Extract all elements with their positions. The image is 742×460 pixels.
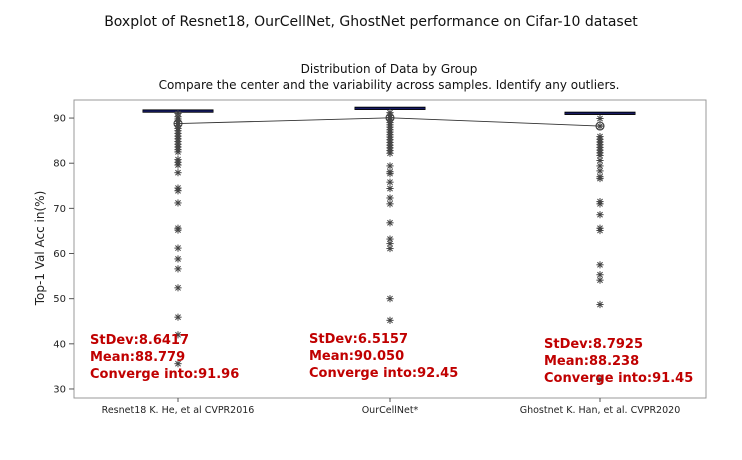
outlier-point: [174, 284, 182, 292]
box-group: [354, 106, 426, 324]
outlier-point: [386, 178, 394, 186]
converge-annotation: Converge into:92.45: [309, 366, 458, 381]
outlier-point: [386, 295, 394, 303]
x-category-label: OurCellNet*: [362, 405, 419, 416]
y-tick-label: 60: [53, 249, 66, 260]
chart-subtitle-instructions: Compare the center and the variability a…: [159, 78, 620, 92]
outlier-point: [174, 244, 182, 252]
outlier-point: [596, 151, 604, 160]
category-labels: Resnet18 K. He, et al CVPR2016 OurCellNet…: [102, 398, 681, 416]
mean-annotation: Mean:90.050: [309, 349, 404, 364]
outlier-point: [386, 149, 394, 157]
outlier-point: [596, 122, 604, 130]
outlier-point: [596, 375, 604, 384]
y-tick-label: 80: [53, 159, 66, 170]
outlier-point: [596, 211, 604, 219]
y-tick-label: 40: [53, 339, 66, 350]
outlier-point: [596, 200, 604, 208]
outlier-point: [174, 169, 182, 177]
converge-annotation: Converge into:91.96: [90, 367, 239, 382]
mean-annotation: Mean:88.238: [544, 354, 639, 369]
stdev-annotation: StDev:8.7925: [544, 337, 643, 352]
outlier-point: [174, 187, 182, 195]
converge-annotation: Converge into:91.45: [544, 371, 693, 386]
outlier-point: [386, 316, 394, 324]
outlier-point: [174, 161, 182, 169]
outlier-point: [174, 199, 182, 207]
outlier-point: [174, 313, 182, 321]
chart-title: Boxplot of Resnet18, OurCellNet, GhostNe…: [104, 14, 638, 30]
y-tick-label: 70: [53, 204, 66, 215]
y-tick-label: 30: [53, 384, 66, 395]
outlier-point: [386, 169, 394, 178]
outlier-point: [174, 331, 182, 339]
statistics-annotations: StDev:8.6417 Mean:88.779 Converge into:91.…: [90, 332, 693, 386]
outlier-point: [386, 244, 394, 253]
x-category-label: Resnet18 K. He, et al CVPR2016: [102, 405, 255, 416]
box-group: [142, 109, 214, 368]
outlier-point: [386, 194, 394, 202]
outlier-point: [596, 156, 604, 165]
outlier-point: [596, 174, 604, 183]
outlier-point: [386, 184, 394, 193]
outlier-point: [174, 360, 182, 368]
y-axis: 30 40 50 60 70 80 90: [53, 114, 74, 395]
outlier-point: [596, 226, 604, 235]
outlier-point: [386, 200, 394, 208]
y-tick-label: 50: [53, 294, 66, 305]
stdev-annotation: StDev:6.5157: [309, 332, 408, 347]
box-group: [564, 111, 636, 384]
outlier-point: [596, 114, 604, 123]
outlier-point: [174, 226, 182, 234]
outlier-point: [174, 148, 182, 156]
boxplot-groups: [142, 106, 636, 384]
y-tick-label: 90: [53, 114, 66, 125]
outlier-point: [174, 265, 182, 273]
outlier-point: [386, 219, 394, 227]
chart-subtitle: Distribution of Data by Group: [301, 62, 478, 76]
x-category-label: Ghostnet K. Han, et al. CVPR2020: [520, 405, 681, 416]
outlier-point: [596, 276, 604, 284]
stdev-annotation: StDev:8.6417: [90, 333, 189, 348]
outlier-point: [596, 300, 604, 309]
mean-annotation: Mean:88.779: [90, 350, 185, 365]
outlier-point: [174, 255, 182, 263]
y-axis-title: Top-1 Val Acc in(%): [33, 191, 47, 307]
outlier-point: [596, 261, 604, 269]
